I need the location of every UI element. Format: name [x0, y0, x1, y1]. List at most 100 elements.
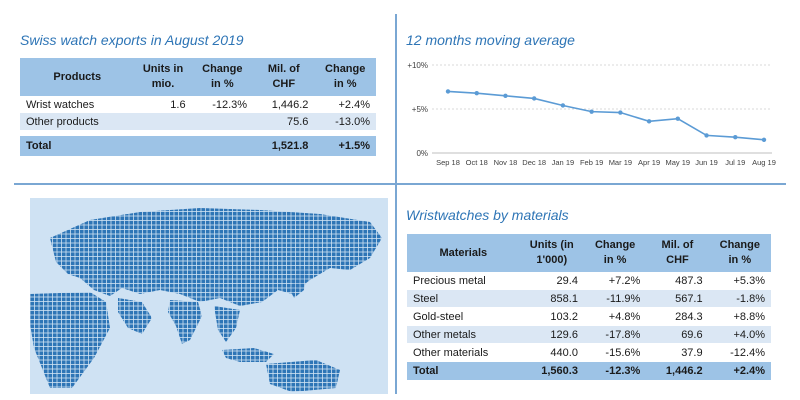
col-header-chf: Mil. of CHF	[253, 58, 315, 96]
col-header-change-units: Change in %	[191, 58, 254, 96]
chf-value: 487.3	[646, 272, 709, 290]
x-tick-label: Feb 19	[580, 158, 603, 167]
materials-header-row: Materials Units (in 1'000) Change in % M…	[407, 234, 771, 272]
chf-value: 75.6	[253, 113, 315, 130]
chf-change: +4.0%	[708, 325, 771, 344]
x-tick-label: Apr 19	[638, 158, 660, 167]
total-row: Total 1,560.3 -12.3% 1,446.2 +2.4%	[407, 361, 771, 380]
world-map-image	[30, 198, 388, 394]
total-chf: 1,446.2	[646, 361, 709, 380]
total-label: Total	[407, 361, 520, 380]
series-line	[447, 90, 765, 141]
x-tick-label: Mar 19	[609, 158, 632, 167]
units-change: +4.8%	[583, 307, 647, 326]
total-units	[134, 136, 192, 156]
y-tick-label: +10%	[407, 61, 428, 70]
table-row: Other products 75.6 -13.0%	[20, 113, 376, 130]
units-value: 1.6	[170, 98, 186, 111]
table-row: Other metals 129.6 -17.8% 69.6 +4.0%	[407, 325, 771, 344]
y-tick-label: 0%	[416, 149, 428, 158]
vertical-divider	[395, 14, 397, 394]
chf-change: +2.4%	[338, 98, 371, 111]
units-value: 440.0	[519, 343, 584, 362]
table-row: Wrist watches 1.6 -12.3% 1,446.2 +2.4%	[20, 96, 376, 113]
material-name: Other metals	[407, 325, 520, 344]
material-name: Precious metal	[407, 272, 520, 290]
table-row: Precious metal 29.4 +7.2% 487.3 +5.3%	[407, 272, 771, 290]
product-name: Other products	[20, 113, 135, 130]
exports-table: Products Units in mio. Change in % Mil. …	[20, 58, 376, 156]
chf-value: 284.3	[646, 307, 709, 326]
col-header-products: Products	[20, 58, 135, 96]
total-units-change: -12.3%	[583, 361, 647, 380]
col-header-change-chf: Change in %	[708, 234, 771, 272]
chf-change: +8.8%	[708, 307, 771, 326]
units-change: -17.8%	[583, 325, 647, 344]
data-point	[474, 90, 479, 96]
data-point	[646, 119, 652, 124]
total-chf: 1,521.8	[253, 136, 315, 156]
x-tick-label: Jan 19	[552, 158, 575, 167]
data-point	[560, 103, 566, 108]
data-point	[618, 110, 623, 115]
chf-change: -1.8%	[708, 289, 771, 308]
data-point	[675, 116, 681, 121]
units-value	[134, 113, 192, 130]
x-tick-label: Nov 18	[494, 158, 518, 167]
product-name: Wrist watches	[26, 98, 95, 111]
material-name: Other materials	[407, 343, 520, 362]
data-point	[445, 89, 451, 94]
units-value: 103.2	[519, 307, 584, 326]
material-name: Steel	[407, 289, 520, 308]
units-value: 29.4	[519, 272, 584, 290]
x-tick-label: Dec 18	[522, 158, 546, 167]
units-change: -11.9%	[583, 289, 647, 308]
chf-value: 1,446.2	[271, 98, 309, 111]
x-tick-label: May 19	[666, 158, 691, 167]
data-point	[503, 93, 508, 98]
col-header-change-units: Change in %	[583, 234, 647, 272]
x-tick-label: Oct 18	[466, 158, 488, 167]
data-point	[589, 109, 594, 114]
x-tick-label: Jun 19	[695, 158, 718, 167]
total-units-change	[191, 136, 254, 156]
exports-header-row: Products Units in mio. Change in % Mil. …	[20, 58, 376, 96]
materials-title: Wristwatches by materials	[406, 207, 569, 223]
table-row: Gold-steel 103.2 +4.8% 284.3 +8.8%	[407, 307, 771, 326]
units-value: 858.1	[519, 289, 584, 308]
chf-value: 567.1	[646, 289, 709, 308]
col-header-units: Units (in 1'000)	[519, 234, 584, 272]
total-chf-change: +2.4%	[708, 361, 771, 380]
moving-average-chart: +10% +5% 0% Sep 18 Oct 18 Nov 18 Dec 18 Jan 19 F…	[407, 61, 776, 167]
total-label: Total	[20, 136, 135, 156]
moving-average-title: 12 months moving average	[406, 32, 575, 48]
material-name: Gold-steel	[407, 307, 520, 326]
col-header-units: Units in mio.	[134, 58, 192, 96]
materials-table: Materials Units (in 1'000) Change in % M…	[407, 234, 771, 380]
data-point	[733, 134, 738, 140]
y-tick-label: +5%	[412, 105, 428, 114]
table-row: Other materials 440.0 -15.6% 37.9 -12.4%	[407, 343, 771, 362]
data-point	[761, 137, 767, 142]
total-chf-change: +1.5%	[314, 136, 376, 156]
data-point	[531, 96, 537, 101]
chf-value: 69.6	[646, 325, 709, 344]
horizontal-divider	[14, 183, 786, 185]
col-header-chf: Mil. of CHF	[646, 234, 709, 272]
units-change: -15.6%	[583, 343, 647, 362]
units-change: +7.2%	[583, 272, 647, 290]
col-header-materials: Materials	[407, 234, 520, 272]
chf-change: -13.0%	[314, 113, 376, 130]
total-row: Total 1,521.8 +1.5%	[20, 136, 376, 156]
x-tick-label: Jul 19	[725, 158, 745, 167]
units-change: -12.3%	[212, 98, 248, 111]
chf-change: +5.3%	[708, 272, 771, 290]
total-units: 1,560.3	[519, 361, 584, 380]
exports-title: Swiss watch exports in August 2019	[20, 32, 244, 48]
x-tick-label: Aug 19	[752, 158, 776, 167]
chf-change: -12.4%	[708, 343, 771, 362]
table-row: Steel 858.1 -11.9% 567.1 -1.8%	[407, 289, 771, 308]
x-tick-label: Sep 18	[436, 158, 460, 167]
data-point	[704, 133, 709, 138]
chf-value: 37.9	[646, 343, 709, 362]
